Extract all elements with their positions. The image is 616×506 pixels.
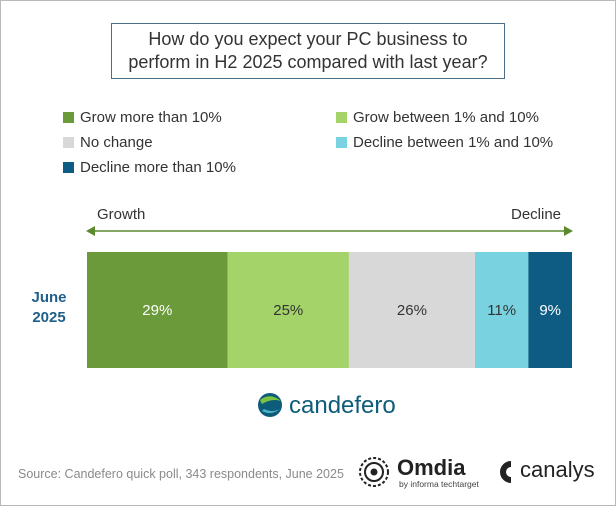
bar-segment bbox=[227, 252, 349, 368]
legend-swatch bbox=[63, 137, 74, 148]
legend-item-decline-more: Decline more than 10% bbox=[63, 159, 236, 176]
arrow-head-left bbox=[86, 226, 95, 236]
bar-segment bbox=[528, 252, 572, 368]
canalys-logo-icon bbox=[500, 461, 511, 483]
legend-item-no-change: No change bbox=[63, 134, 153, 151]
globe-swoosh bbox=[262, 409, 280, 414]
omdia-ring-inner bbox=[364, 462, 384, 482]
bar-data-label: 25% bbox=[273, 302, 303, 319]
legend-item-decline-between: Decline between 1% and 10% bbox=[336, 134, 553, 151]
candefero-logo-text: candefero bbox=[289, 392, 396, 419]
row-label-line2: 2025 bbox=[32, 309, 66, 326]
legend-label: Grow more than 10% bbox=[80, 109, 222, 126]
bar-data-label: 11% bbox=[487, 302, 516, 319]
legend-swatch bbox=[336, 137, 347, 148]
bar-data-label: 29% bbox=[142, 302, 172, 319]
row-label-line1: June bbox=[31, 289, 67, 306]
omdia-dot bbox=[370, 468, 378, 476]
omdia-logo-icon bbox=[359, 457, 389, 487]
omdia-ring-outer bbox=[359, 457, 389, 487]
bar-data-label: 9% bbox=[539, 302, 561, 319]
bar-segment bbox=[87, 252, 228, 368]
globe-land bbox=[260, 396, 281, 404]
legend-item-grow-more: Grow more than 10% bbox=[63, 109, 222, 126]
axis-label-decline: Decline bbox=[511, 206, 562, 223]
legend-swatch bbox=[336, 112, 347, 123]
row-label: June 2025 bbox=[20, 288, 78, 328]
source-note: Source: Candefero quick poll, 343 respon… bbox=[18, 467, 344, 481]
axis-label-growth: Growth bbox=[97, 206, 146, 223]
legend-label: No change bbox=[80, 134, 153, 151]
omdia-wordmark: Omdia bbox=[397, 455, 466, 480]
legend-swatch bbox=[63, 112, 74, 123]
legend-label: Grow between 1% and 10% bbox=[353, 109, 539, 126]
legend-label: Decline more than 10% bbox=[80, 159, 236, 176]
stacked-bar: 29% 25% 26% 11% 9% bbox=[87, 252, 572, 368]
canalys-mark bbox=[500, 461, 511, 483]
bar-segment bbox=[348, 252, 475, 368]
omdia-subtitle: by informa techtarget bbox=[399, 479, 479, 489]
legend-label: Decline between 1% and 10% bbox=[353, 134, 554, 151]
arrow-head-right bbox=[564, 226, 573, 236]
growth-decline-arrow bbox=[86, 226, 573, 236]
legend-item-grow-between: Grow between 1% and 10% bbox=[336, 109, 539, 126]
globe-icon bbox=[258, 393, 282, 417]
chart-title: How do you expect your PC business to pe… bbox=[111, 23, 505, 79]
bar-data-label: 26% bbox=[397, 302, 427, 319]
bar-segment bbox=[475, 252, 529, 368]
legend-swatch bbox=[63, 162, 74, 173]
canalys-wordmark: canalys bbox=[520, 457, 595, 482]
